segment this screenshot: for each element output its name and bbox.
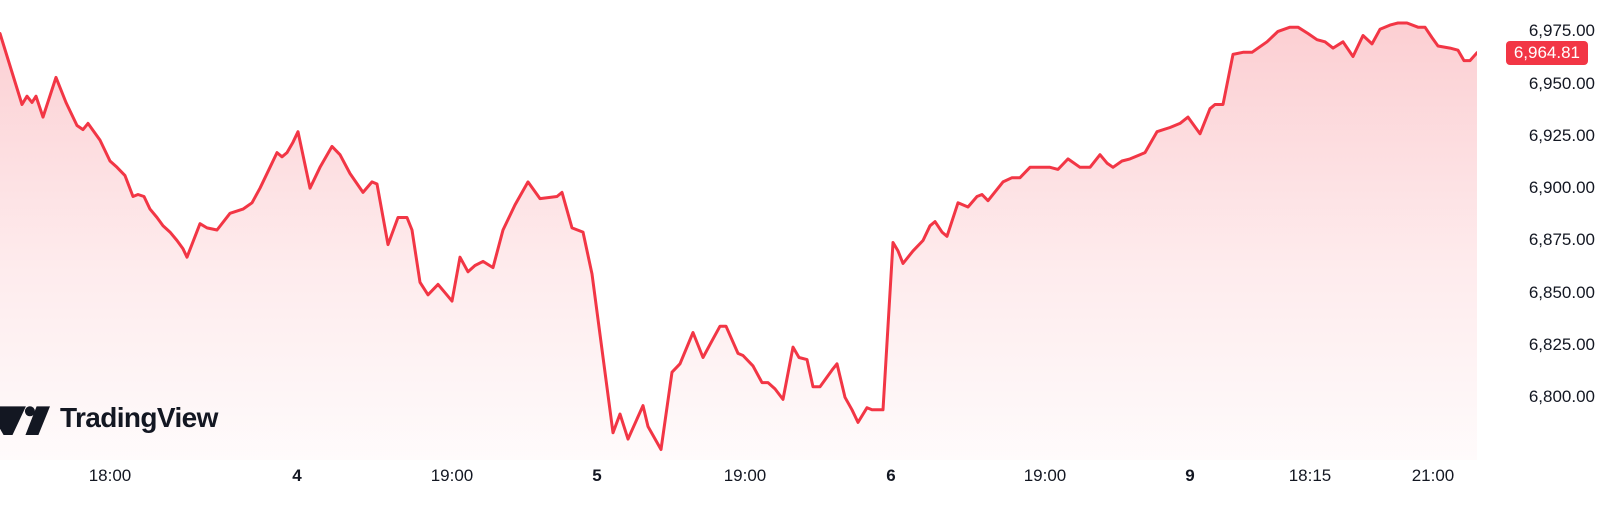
time-axis-day-label: 5 <box>592 466 602 485</box>
time-axis-label: 19:00 <box>430 466 474 485</box>
price-axis-label: 6,925.00 <box>1528 125 1595 145</box>
tradingview-logo-text: TradingView <box>60 402 218 433</box>
time-axis[interactable]: 18:00 4 19:00 5 19:00 6 19:00 9 18:15 21:00 <box>0 460 1477 505</box>
area-fill <box>0 23 1477 460</box>
chart-plot-area[interactable] <box>0 0 1477 460</box>
price-axis-label: 6,875.00 <box>1528 230 1595 250</box>
price-axis-label: 6,950.00 <box>1528 73 1595 93</box>
price-axis-label: 6,850.00 <box>1528 282 1595 302</box>
time-axis-label: 18:00 <box>88 466 132 485</box>
last-price-badge: 6,964.81 <box>1505 40 1588 65</box>
time-axis-label: 19:00 <box>723 466 767 485</box>
price-axis[interactable]: 6,975.00 6,950.00 6,925.00 6,900.00 6,875.00… <box>1480 0 1600 460</box>
tradingview-logo-icon <box>0 406 50 435</box>
time-axis-day-label: 9 <box>1185 466 1195 485</box>
price-line <box>0 21 1477 451</box>
time-axis-day-label: 6 <box>886 466 896 485</box>
time-axis-day-label: 4 <box>292 466 302 485</box>
price-axis-label: 6,975.00 <box>1528 21 1595 41</box>
price-axis-label: 6,800.00 <box>1528 387 1595 407</box>
tradingview-logo[interactable]: TradingView <box>0 395 218 441</box>
time-axis-label: 19:00 <box>1023 466 1067 485</box>
price-axis-label: 6,825.00 <box>1528 335 1595 354</box>
time-axis-label: 21:00 <box>1411 466 1455 485</box>
time-axis-label: 18:15 <box>1288 466 1332 485</box>
price-axis-label: 6,900.00 <box>1528 178 1595 198</box>
